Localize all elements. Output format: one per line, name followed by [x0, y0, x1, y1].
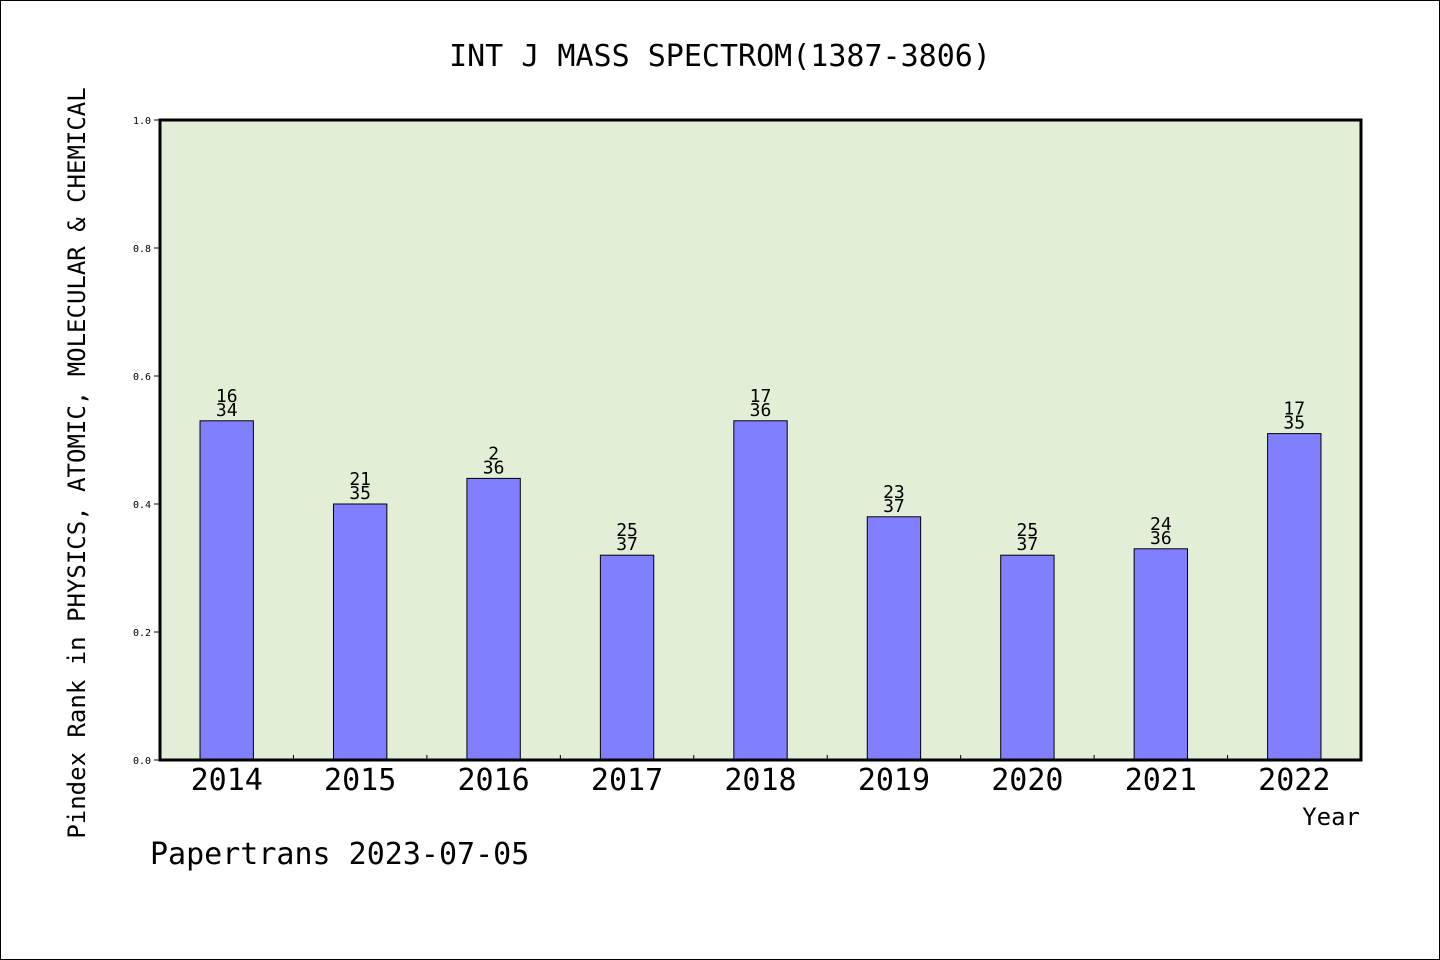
x-tick-label: 2014: [191, 763, 263, 798]
x-tick-label: 2021: [1125, 763, 1197, 798]
bar-2018: [733, 420, 788, 761]
rank-label: 21: [349, 469, 371, 490]
total-label: 35: [349, 483, 371, 504]
rank-label: 16: [216, 386, 238, 407]
x-axis-label: Year: [1302, 803, 1360, 831]
y-axis-ticks: 0.0 0.2 0.4 0.6 0.8 1.0: [133, 116, 160, 767]
y-tick-label: 0.8: [133, 244, 151, 255]
rank-label: 23: [883, 482, 905, 503]
y-tick-label: 0.4: [133, 500, 151, 511]
bar-2022: [1267, 433, 1322, 761]
x-tick-label: 2020: [991, 763, 1063, 798]
y-tick-label: 0.2: [133, 628, 151, 639]
bar-2016: [466, 477, 521, 761]
total-label: 36: [1150, 528, 1172, 549]
total-label: 37: [1017, 534, 1039, 555]
bar-2014: [199, 420, 254, 761]
bars-group: [199, 420, 1322, 761]
x-tick-label: 2018: [724, 763, 796, 798]
total-label: 37: [616, 534, 638, 555]
rank-label: 17: [750, 386, 772, 407]
total-label: 35: [1283, 413, 1305, 434]
rank-label: 24: [1150, 514, 1172, 535]
y-axis-label: Pindex Rank in PHYSICS, ATOMIC, MOLECULA…: [63, 87, 91, 838]
x-tick-label: 2016: [457, 763, 529, 798]
plot-border: [158, 118, 1363, 762]
y-tick-label: 0.6: [133, 372, 151, 383]
total-label: 37: [883, 496, 905, 517]
bar-2015: [332, 503, 388, 761]
credit-text: Papertrans 2023-07-05: [150, 837, 529, 872]
rank-label: 25: [1017, 520, 1039, 541]
y-tick-label: 0.0: [133, 756, 151, 767]
rank-label: 25: [616, 520, 638, 541]
chart-title: INT J MASS SPECTROM(1387-3806): [449, 39, 991, 74]
x-axis-ticks: 2014 2015 2016 2017 2018 2019 2020 2021 2022: [191, 755, 1330, 798]
total-label: 36: [483, 457, 505, 478]
x-tick-label: 2022: [1258, 763, 1330, 798]
y-tick-label: 1.0: [133, 116, 151, 127]
rank-label: 17: [1283, 399, 1305, 420]
rank-label: 2: [488, 443, 499, 464]
bar-2019: [866, 516, 922, 761]
bar-2017: [599, 554, 655, 761]
total-label: 34: [216, 400, 238, 421]
x-tick-label: 2019: [858, 763, 930, 798]
total-label: 36: [750, 400, 772, 421]
x-tick-label: 2015: [324, 763, 396, 798]
bar-2021: [1133, 548, 1189, 761]
x-tick-label: 2017: [591, 763, 663, 798]
bar-2020: [1000, 554, 1055, 761]
